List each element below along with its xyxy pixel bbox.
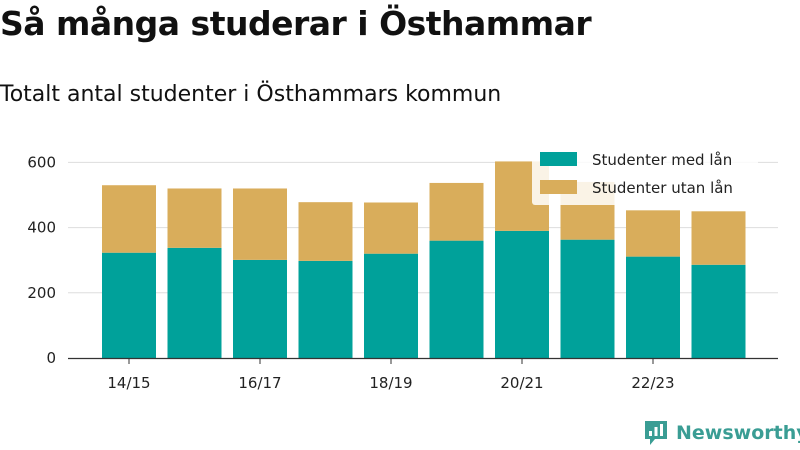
bar-without-loan [429, 182, 484, 241]
bar-with-loan [691, 264, 746, 358]
chart-logo-icon [645, 421, 667, 445]
bar-without-loan [691, 211, 746, 265]
brand-name: Newsworthy [676, 422, 800, 444]
legend-label: Studenter utan lån [592, 179, 733, 197]
y-axis-ticks: 0 200 400 600 [27, 153, 56, 367]
y-tick-label: 200 [27, 284, 56, 302]
brand-logo: Newsworthy [644, 420, 800, 446]
x-tick-label: 20/21 [500, 374, 543, 392]
chart-subtitle: Totalt antal studenter i Östhammars komm… [0, 82, 502, 107]
legend-label: Studenter med lån [592, 151, 732, 169]
bar-without-loan [102, 185, 156, 253]
bar-without-loan [167, 188, 222, 248]
bar-with-loan [364, 253, 418, 358]
y-tick-label: 600 [27, 153, 56, 171]
bar-with-loan [495, 230, 549, 358]
bar-with-loan [102, 252, 156, 358]
bar-without-loan [626, 210, 680, 257]
y-tick-label: 0 [46, 349, 56, 367]
x-tick-label: 18/19 [369, 374, 412, 392]
bar-with-loan [167, 247, 222, 358]
bars [102, 161, 746, 358]
y-tick-label: 400 [27, 219, 56, 237]
bar-with-loan [626, 256, 680, 358]
bar-with-loan [429, 240, 484, 358]
bar-with-loan [560, 239, 615, 358]
legend: Studenter med lån Studenter utan lån [532, 147, 758, 205]
bar-without-loan [364, 202, 418, 254]
bar-without-loan [298, 202, 353, 261]
legend-swatch [540, 152, 577, 166]
bar-without-loan [233, 188, 287, 260]
legend-box [532, 147, 758, 205]
legend-swatch [540, 180, 577, 194]
bar-with-loan [298, 260, 353, 358]
x-axis-ticks: 14/15 16/17 18/19 20/21 22/23 [107, 358, 675, 392]
x-tick-label: 14/15 [107, 374, 150, 392]
chart-title: Så många studerar i Östhammar [0, 4, 592, 43]
x-tick-label: 16/17 [238, 374, 281, 392]
bar-with-loan [233, 259, 287, 358]
x-tick-label: 22/23 [631, 374, 674, 392]
